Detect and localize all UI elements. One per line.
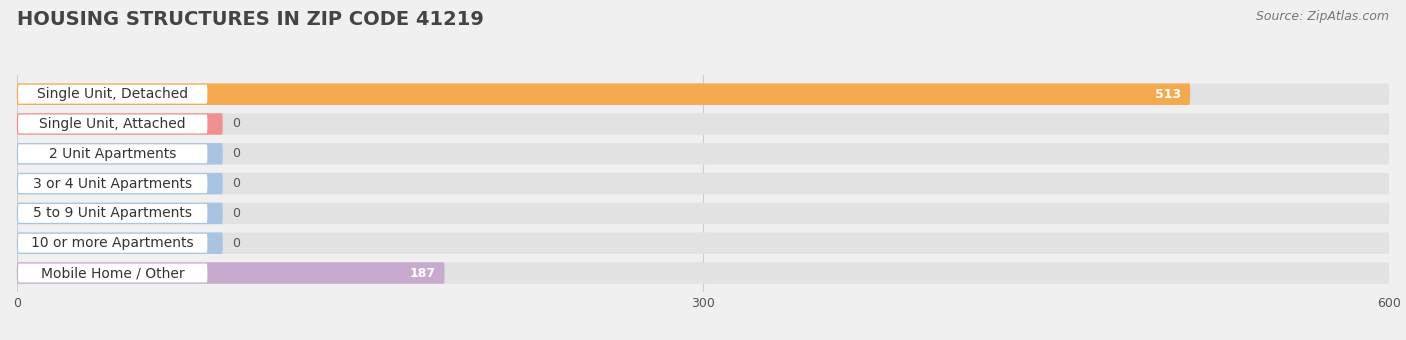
Text: Source: ZipAtlas.com: Source: ZipAtlas.com	[1256, 10, 1389, 23]
Text: 0: 0	[232, 147, 240, 160]
FancyBboxPatch shape	[17, 262, 1389, 284]
FancyBboxPatch shape	[17, 83, 1189, 105]
FancyBboxPatch shape	[17, 233, 222, 254]
Text: 0: 0	[232, 207, 240, 220]
FancyBboxPatch shape	[18, 264, 208, 283]
FancyBboxPatch shape	[17, 83, 1389, 105]
Text: 187: 187	[409, 267, 436, 279]
FancyBboxPatch shape	[17, 203, 222, 224]
Text: 10 or more Apartments: 10 or more Apartments	[31, 236, 194, 250]
FancyBboxPatch shape	[17, 143, 222, 165]
FancyBboxPatch shape	[18, 204, 208, 223]
FancyBboxPatch shape	[17, 203, 1389, 224]
Text: Mobile Home / Other: Mobile Home / Other	[41, 266, 184, 280]
Text: 0: 0	[232, 237, 240, 250]
FancyBboxPatch shape	[18, 85, 208, 104]
Text: Single Unit, Detached: Single Unit, Detached	[37, 87, 188, 101]
FancyBboxPatch shape	[18, 115, 208, 133]
FancyBboxPatch shape	[18, 174, 208, 193]
Text: Single Unit, Attached: Single Unit, Attached	[39, 117, 186, 131]
FancyBboxPatch shape	[17, 143, 1389, 165]
FancyBboxPatch shape	[17, 262, 444, 284]
FancyBboxPatch shape	[17, 173, 222, 194]
Text: 2 Unit Apartments: 2 Unit Apartments	[49, 147, 176, 161]
Text: HOUSING STRUCTURES IN ZIP CODE 41219: HOUSING STRUCTURES IN ZIP CODE 41219	[17, 10, 484, 29]
Text: 0: 0	[232, 118, 240, 131]
FancyBboxPatch shape	[17, 113, 1389, 135]
Text: 513: 513	[1154, 88, 1181, 101]
FancyBboxPatch shape	[17, 173, 1389, 194]
FancyBboxPatch shape	[17, 233, 1389, 254]
Text: 3 or 4 Unit Apartments: 3 or 4 Unit Apartments	[34, 176, 193, 191]
FancyBboxPatch shape	[18, 234, 208, 253]
FancyBboxPatch shape	[18, 144, 208, 163]
Text: 0: 0	[232, 177, 240, 190]
FancyBboxPatch shape	[17, 113, 222, 135]
Text: 5 to 9 Unit Apartments: 5 to 9 Unit Apartments	[34, 206, 193, 220]
